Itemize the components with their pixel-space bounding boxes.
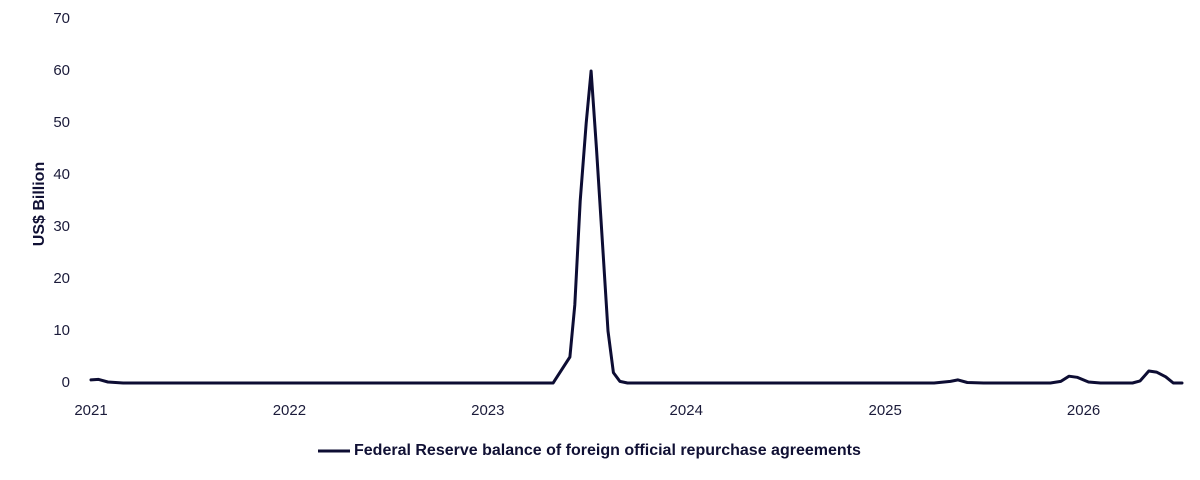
y-tick-label: 10 (53, 322, 70, 339)
y-tick-label: 40 (53, 166, 70, 183)
series-line (89, 69, 1184, 385)
x-tick-label: 2022 (273, 402, 306, 419)
x-tick-label: 2025 (869, 402, 902, 419)
y-tick-label: 60 (53, 62, 70, 79)
y-axis-label: US$ Billion (31, 162, 48, 246)
legend: Federal Reserve balance of foreign offic… (318, 442, 861, 459)
x-tick-label: 2024 (670, 402, 703, 419)
y-tick-label: 70 (53, 10, 70, 27)
y-tick-label: 20 (53, 270, 70, 287)
y-tick-label: 50 (53, 114, 70, 131)
y-tick-label: 30 (53, 218, 70, 235)
y-tick-labels: 0 10 20 30 40 50 60 70 (53, 10, 70, 391)
x-tick-label: 2023 (471, 402, 504, 419)
y-tick-label: 0 (62, 374, 70, 391)
legend-label: Federal Reserve balance of foreign offic… (354, 442, 861, 459)
x-tick-label: 2026 (1067, 402, 1100, 419)
x-tick-label: 2021 (74, 402, 107, 419)
x-tick-labels: 2021 2022 2023 2024 2025 2026 (74, 402, 1100, 419)
